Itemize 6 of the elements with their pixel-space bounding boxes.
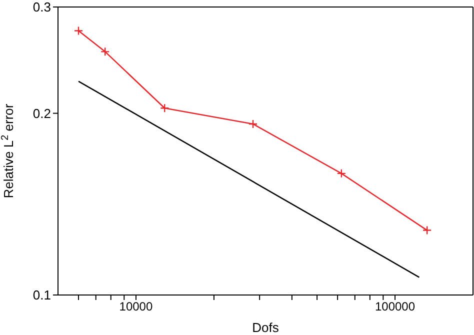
- x-tick-label: 100000: [374, 300, 416, 314]
- x-tick-label: 10000: [119, 300, 153, 314]
- x-axis-title: Dofs: [252, 320, 280, 335]
- y-tick-label: 0.3: [32, 0, 51, 15]
- y-tick-label: 0.1: [32, 288, 51, 303]
- y-tick-label: 0.2: [32, 106, 51, 121]
